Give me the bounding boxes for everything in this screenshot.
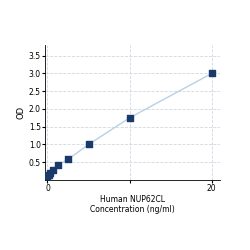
Point — [46, 174, 50, 178]
Point — [56, 163, 60, 167]
Point — [86, 142, 90, 146]
Point — [210, 72, 214, 76]
X-axis label: Human NUP62CL
Concentration (ng/ml): Human NUP62CL Concentration (ng/ml) — [90, 194, 175, 214]
Point — [48, 171, 52, 175]
Point — [66, 158, 70, 162]
Point — [128, 116, 132, 120]
Point — [50, 168, 54, 172]
Y-axis label: OD: OD — [17, 106, 26, 119]
Point — [47, 173, 51, 177]
